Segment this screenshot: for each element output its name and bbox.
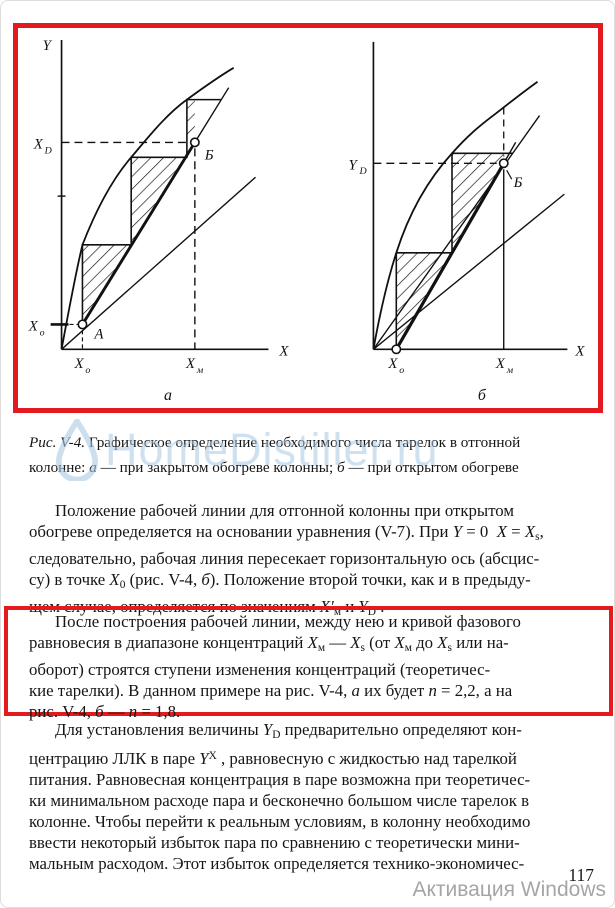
- point-b-pointer: [506, 169, 513, 180]
- xo-axis-label-sub: o: [85, 365, 90, 376]
- point-b-marker: [189, 137, 200, 148]
- xd-label: X: [33, 136, 44, 152]
- xd-label-sub: D: [44, 145, 53, 156]
- x-axis-label: X: [574, 343, 585, 359]
- upper-thin-line: [372, 115, 541, 350]
- xo-axis-label: X: [73, 356, 84, 372]
- equilibrium-curve: [60, 67, 235, 350]
- x-axis-label: X: [278, 343, 289, 359]
- xm-axis-label: X: [495, 356, 506, 372]
- working-line: [81, 141, 197, 326]
- windows-activation-watermark: Активация Windows: [412, 878, 606, 901]
- point-a-marker: [77, 319, 88, 330]
- xo-axis-label: X: [387, 356, 398, 372]
- diagram-panel-a: Y X X D X o А Б X o X м а: [28, 38, 290, 404]
- working-line-extension: [194, 87, 230, 143]
- panel-a-label: а: [164, 387, 172, 404]
- working-line: [394, 162, 506, 351]
- xo-axis-label-sub: o: [399, 365, 404, 376]
- point-a-label: А: [93, 326, 104, 342]
- xm-axis-label-sub: м: [196, 365, 204, 376]
- xo-left-label-sub: o: [40, 327, 45, 338]
- diagonal-line: [61, 176, 256, 350]
- diagonal-line: [372, 193, 565, 350]
- paragraph-3: Для установления величины YD предварител…: [29, 720, 531, 874]
- diagram-panel-b: X Y D Б X o X м б: [349, 41, 585, 404]
- point-b-label: Б: [513, 175, 523, 191]
- point-b-label: Б: [204, 147, 214, 163]
- panel-b-label: б: [478, 387, 487, 404]
- hatched-step-3: [186, 99, 195, 143]
- point-b-marker: [498, 158, 509, 169]
- xo-left-label: X: [28, 318, 39, 334]
- xm-axis-label: X: [185, 356, 196, 372]
- xo-marker: [391, 344, 402, 355]
- figure-caption: Рис. V-4. Графическое определение необхо…: [29, 434, 521, 476]
- xm-axis-label-sub: м: [506, 365, 514, 376]
- paragraph-2: После построения рабочей линии, между не…: [29, 612, 521, 722]
- figure-highlight-box: Y X X D X o А Б X o X м а: [13, 23, 603, 413]
- yd-label-sub: D: [358, 166, 367, 177]
- paragraph-highlight-box: После построения рабочей линии, между не…: [4, 606, 613, 721]
- y-axis-label: Y: [43, 38, 53, 54]
- hatched-step-2: [452, 153, 510, 253]
- yd-label: Y: [349, 157, 359, 173]
- page-number: 117: [568, 865, 594, 885]
